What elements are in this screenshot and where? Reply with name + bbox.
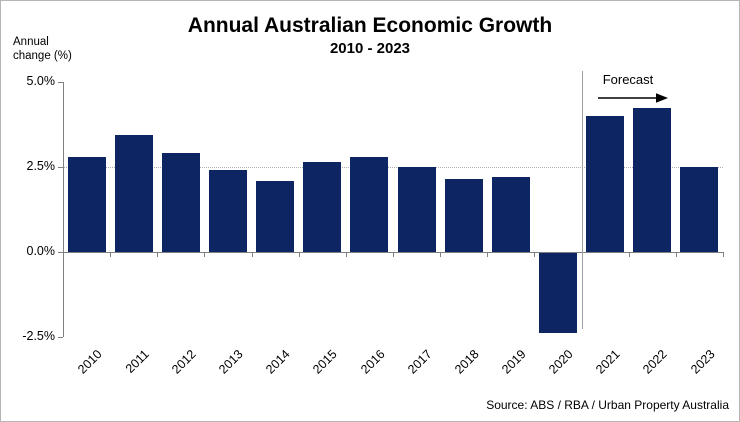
y-axis-title: Annual change (%) bbox=[13, 36, 72, 62]
x-axis-tick bbox=[628, 252, 630, 257]
x-tick-label-2020: 2020 bbox=[546, 347, 576, 377]
y-axis-tick bbox=[58, 252, 63, 253]
x-tick-label-2016: 2016 bbox=[357, 347, 388, 377]
x-tick-label-2019: 2019 bbox=[499, 347, 529, 377]
y-axis-line bbox=[63, 82, 64, 337]
forecast-annotation: Forecast bbox=[602, 72, 654, 87]
bar-2021 bbox=[586, 116, 625, 252]
x-tick-label-2010: 2010 bbox=[74, 347, 105, 377]
x-axis-tick bbox=[534, 252, 536, 257]
y-axis-tick bbox=[58, 167, 63, 168]
chart-subtitle: 2010 - 2023 bbox=[329, 40, 411, 57]
bar-2012 bbox=[161, 153, 200, 252]
bar-2013 bbox=[209, 170, 247, 252]
y-tick-label-2.5%: 2.5% bbox=[26, 159, 56, 173]
x-tick-label-2015: 2015 bbox=[310, 347, 341, 377]
x-axis-tick bbox=[110, 252, 112, 257]
x-axis-tick bbox=[487, 252, 489, 257]
x-tick-label-2017: 2017 bbox=[404, 347, 435, 377]
bar-2014 bbox=[256, 180, 295, 252]
x-tick-label-2018: 2018 bbox=[452, 347, 482, 377]
gridline-2.5 bbox=[63, 167, 723, 168]
x-axis-tick bbox=[298, 252, 300, 257]
x-axis-tick bbox=[251, 252, 253, 257]
x-tick-label-2021: 2021 bbox=[593, 347, 624, 377]
bar-2011 bbox=[114, 134, 153, 252]
chart-title: Annual Australian Economic Growth bbox=[187, 14, 553, 37]
bar-2022 bbox=[633, 107, 672, 252]
x-tick-label-2013: 2013 bbox=[216, 347, 246, 377]
x-axis-tick bbox=[204, 252, 206, 257]
bar-2018 bbox=[444, 178, 483, 252]
x-axis-tick bbox=[345, 252, 347, 257]
x-axis-tick bbox=[440, 252, 442, 257]
bar-2017 bbox=[397, 167, 436, 252]
x-tick-label-2011: 2011 bbox=[122, 347, 152, 376]
x-tick-label-2014: 2014 bbox=[263, 347, 294, 377]
y-axis-tick bbox=[58, 82, 63, 83]
x-axis-tick bbox=[723, 252, 724, 257]
x-axis-tick bbox=[393, 252, 394, 257]
source-note: Source: ABS / RBA / Urban Property Austr… bbox=[486, 398, 729, 412]
y-tick-label-5.0%: 5.0% bbox=[26, 74, 56, 88]
x-axis-tick bbox=[675, 252, 677, 257]
bar-2016 bbox=[350, 156, 389, 252]
y-tick-label-0.0%: 0.0% bbox=[26, 244, 56, 258]
forecast-arrow-icon bbox=[598, 93, 668, 103]
bar-2010 bbox=[67, 156, 106, 252]
bar-2015 bbox=[303, 161, 342, 252]
x-tick-label-2022: 2022 bbox=[640, 347, 671, 377]
forecast-separator-line bbox=[581, 71, 583, 329]
x-axis-tick bbox=[63, 252, 64, 257]
y-tick-label--2.5%: -2.5% bbox=[22, 329, 55, 343]
x-tick-label-2023: 2023 bbox=[687, 347, 718, 377]
bar-2023 bbox=[680, 167, 719, 252]
bar-2019 bbox=[491, 177, 530, 252]
x-axis-tick bbox=[157, 252, 159, 257]
y-axis-tick bbox=[58, 337, 63, 338]
x-tick-label-2012: 2012 bbox=[169, 347, 199, 377]
bar-2020 bbox=[539, 253, 577, 333]
